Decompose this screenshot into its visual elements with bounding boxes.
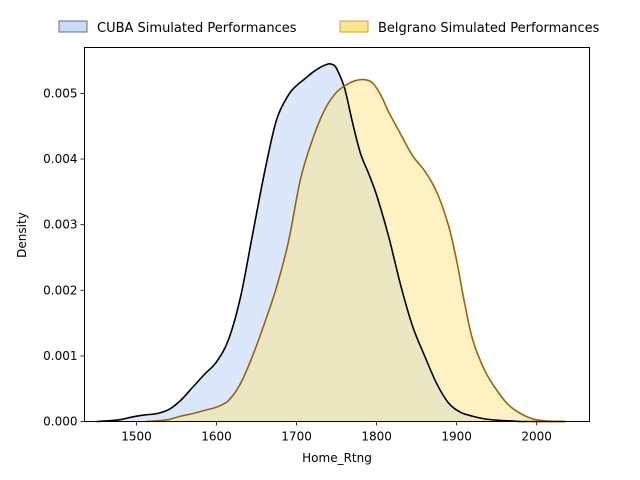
legend: CUBA Simulated Performances Belgrano Sim… xyxy=(58,20,600,36)
series-layer xyxy=(96,62,566,423)
series-line-1 xyxy=(146,78,566,423)
x-tick-label: 1600 xyxy=(201,430,232,444)
legend-label-cuba: CUBA Simulated Performances xyxy=(97,21,297,36)
plot-frame xyxy=(84,47,590,422)
y-tick-label: 0.004 xyxy=(43,152,77,166)
y-tick-label: 0.002 xyxy=(43,283,77,297)
series-area-1 xyxy=(146,79,566,422)
x-tick-label: 1500 xyxy=(121,430,152,444)
y-tick-label: 0.000 xyxy=(43,415,77,429)
x-tick-label: 2000 xyxy=(521,430,552,444)
y-axis: 0.000 0.001 0.002 0.003 0.004 0.005 xyxy=(43,86,85,429)
y-axis-title: Density xyxy=(15,212,29,258)
y-tick-label: 0.005 xyxy=(43,86,77,100)
y-tick-label: 0.003 xyxy=(43,218,77,232)
legend-label-belgrano: Belgrano Simulated Performances xyxy=(378,21,600,36)
legend-swatch-belgrano xyxy=(339,20,369,33)
x-tick-label: 1700 xyxy=(281,430,312,444)
y-tick-label: 0.001 xyxy=(43,349,77,363)
x-axis-title: Home_Rtng xyxy=(302,451,372,465)
x-tick-label: 1800 xyxy=(361,430,392,444)
x-tick-label: 1900 xyxy=(441,430,472,444)
legend-swatch-cuba xyxy=(58,20,88,33)
x-axis: 1500 1600 1700 1800 1900 2000 xyxy=(121,421,552,444)
series-line-0 xyxy=(96,62,566,423)
